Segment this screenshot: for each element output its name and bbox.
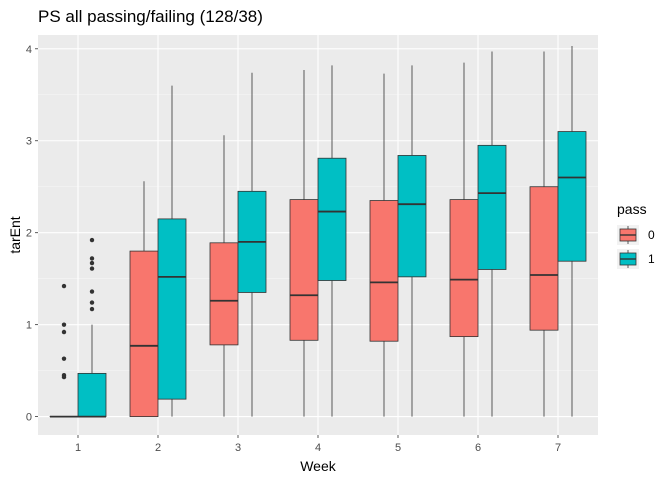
box-iqr (369, 200, 399, 342)
box-iqr (397, 155, 427, 278)
outlier-point (89, 306, 95, 312)
box-iqr (557, 131, 587, 262)
box-week-7-pass-0 (529, 51, 559, 417)
outlier-point (89, 256, 95, 261)
x-tick-label: 3 (235, 442, 241, 454)
legend-title: pass (617, 201, 647, 217)
legend: pass 0 1 (617, 201, 655, 269)
x-tick-label: 5 (395, 442, 401, 454)
box-week-6-pass-1 (477, 51, 507, 417)
outlier-point (61, 373, 67, 378)
x-tick-label: 7 (555, 442, 561, 454)
outlier-point (61, 322, 67, 327)
y-tick-labels: 0 1 2 3 4 (26, 44, 38, 424)
box-iqr (477, 144, 507, 270)
box-week-3-pass-0 (209, 135, 239, 417)
box-week-5-pass-1 (397, 65, 427, 417)
outlier-point (89, 289, 95, 294)
outlier-point (89, 266, 95, 271)
outlier-point (89, 300, 95, 305)
y-tick-label: 2 (26, 228, 32, 240)
chart-title: PS all passing/failing (128/38) (38, 7, 263, 26)
outlier-point (61, 356, 67, 361)
box-week-3-pass-1 (237, 72, 267, 417)
x-tick-label: 4 (315, 442, 321, 454)
box-week-6-pass-0 (449, 62, 479, 417)
box-week-2-pass-1 (157, 85, 187, 417)
box-iqr (289, 199, 319, 341)
outlier-point (89, 237, 95, 243)
x-axis-title: Week (300, 458, 337, 474)
box-week-4-pass-0 (289, 69, 319, 417)
x-tick-labels: 1 2 3 4 5 6 7 (75, 435, 561, 454)
legend-key-1 (617, 249, 639, 269)
box-week-4-pass-1 (317, 65, 347, 417)
y-tick-label: 1 (26, 320, 32, 332)
box-iqr (129, 250, 159, 418)
box-week-5-pass-0 (369, 73, 399, 417)
x-tick-label: 1 (75, 442, 81, 454)
box-week-1-pass-1 (77, 237, 107, 418)
x-tick-label: 2 (155, 442, 161, 454)
x-tick-label: 6 (475, 442, 481, 454)
y-tick-label: 0 (26, 412, 32, 424)
box-iqr (157, 218, 187, 400)
outlier-point (89, 260, 95, 266)
legend-key-0 (617, 225, 639, 245)
box-week-7-pass-1 (557, 46, 587, 417)
box-iqr (529, 186, 559, 331)
legend-label-0: 0 (648, 228, 655, 242)
plot-panel (38, 35, 598, 435)
y-tick-label: 3 (26, 136, 32, 148)
box-iqr (317, 157, 347, 281)
y-tick-label: 4 (26, 44, 32, 56)
box-week-2-pass-0 (129, 181, 159, 418)
box-iqr (449, 199, 479, 338)
legend-label-1: 1 (648, 252, 655, 266)
box-iqr (209, 242, 239, 346)
box-week-1-pass-0 (49, 283, 79, 418)
y-axis-title: tarEnt (7, 216, 23, 253)
outlier-point (61, 283, 67, 289)
outlier-point (61, 329, 67, 335)
box-iqr (77, 372, 107, 418)
